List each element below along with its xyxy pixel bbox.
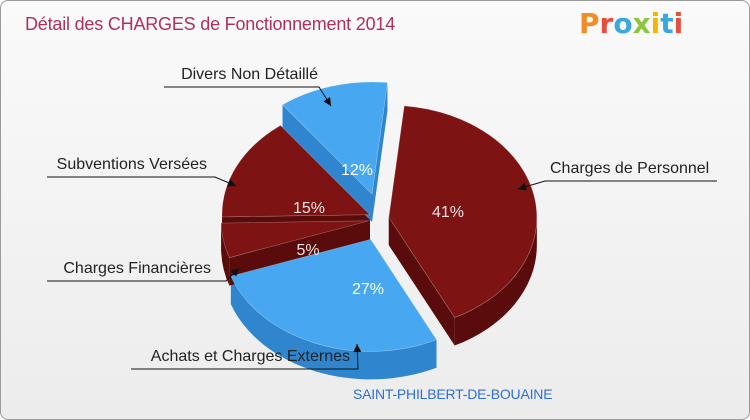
slice-side-wall	[221, 223, 230, 286]
leader-line	[47, 176, 237, 187]
leader-arrow	[518, 182, 527, 191]
slice-radial-wall	[388, 217, 455, 346]
logo-letter: P	[579, 7, 600, 40]
proxiti-logo: Proxiti	[579, 7, 683, 40]
leader-arrow	[230, 268, 239, 277]
category-label: Charges de Personnel	[550, 160, 709, 177]
pie-tops	[220, 81, 538, 352]
logo-letter: o	[613, 7, 633, 40]
logo-letter: i	[650, 7, 661, 40]
leader-arrow	[323, 97, 331, 106]
pie-slice-charges-financi-res	[220, 220, 370, 258]
pie-slice-achats-et-charges-externes	[230, 239, 437, 352]
category-label: Charges Financières	[63, 260, 211, 277]
slice-percent-label: 27%	[352, 281, 384, 298]
leader-line	[131, 343, 359, 370]
leader-line	[517, 180, 717, 190]
chart-subtitle: SAINT-PHILBERT-DE-BOUAINE	[353, 386, 553, 402]
slice-radial-wall	[282, 104, 373, 222]
slice-percent-label: 15%	[293, 200, 325, 217]
slice-side-wall	[454, 217, 537, 346]
pie-slice-charges-de-personnel	[388, 105, 538, 318]
slice-radial-wall	[372, 82, 388, 222]
logo-letter: x	[632, 7, 651, 40]
slice-side-wall	[230, 276, 437, 380]
slice-percent-label: 5%	[296, 242, 319, 259]
category-label: Divers Non Détaillé	[181, 66, 318, 83]
pie-slice-divers-non-d-taill-	[282, 81, 388, 195]
pie-percent-labels: 41% 27% 5% 15% 12%	[293, 162, 464, 298]
logo-letter: r	[599, 7, 614, 40]
logo-letter: t	[660, 7, 674, 40]
leader-arrow	[227, 179, 236, 187]
slice-percent-label: 12%	[341, 162, 373, 179]
pie-leader-lines: Charges de Personnel Achats et Charges Ex…	[47, 66, 717, 370]
slice-percent-label: 41%	[432, 204, 464, 221]
pie-slice-subventions-vers-es	[221, 125, 371, 218]
category-label: Subventions Versées	[57, 156, 207, 173]
logo-letter: i	[673, 7, 684, 40]
leader-arrow	[353, 344, 362, 353]
chart-title: Détail des CHARGES de Fonctionnement 201…	[25, 14, 396, 34]
category-label: Achats et Charges Externes	[151, 348, 350, 365]
